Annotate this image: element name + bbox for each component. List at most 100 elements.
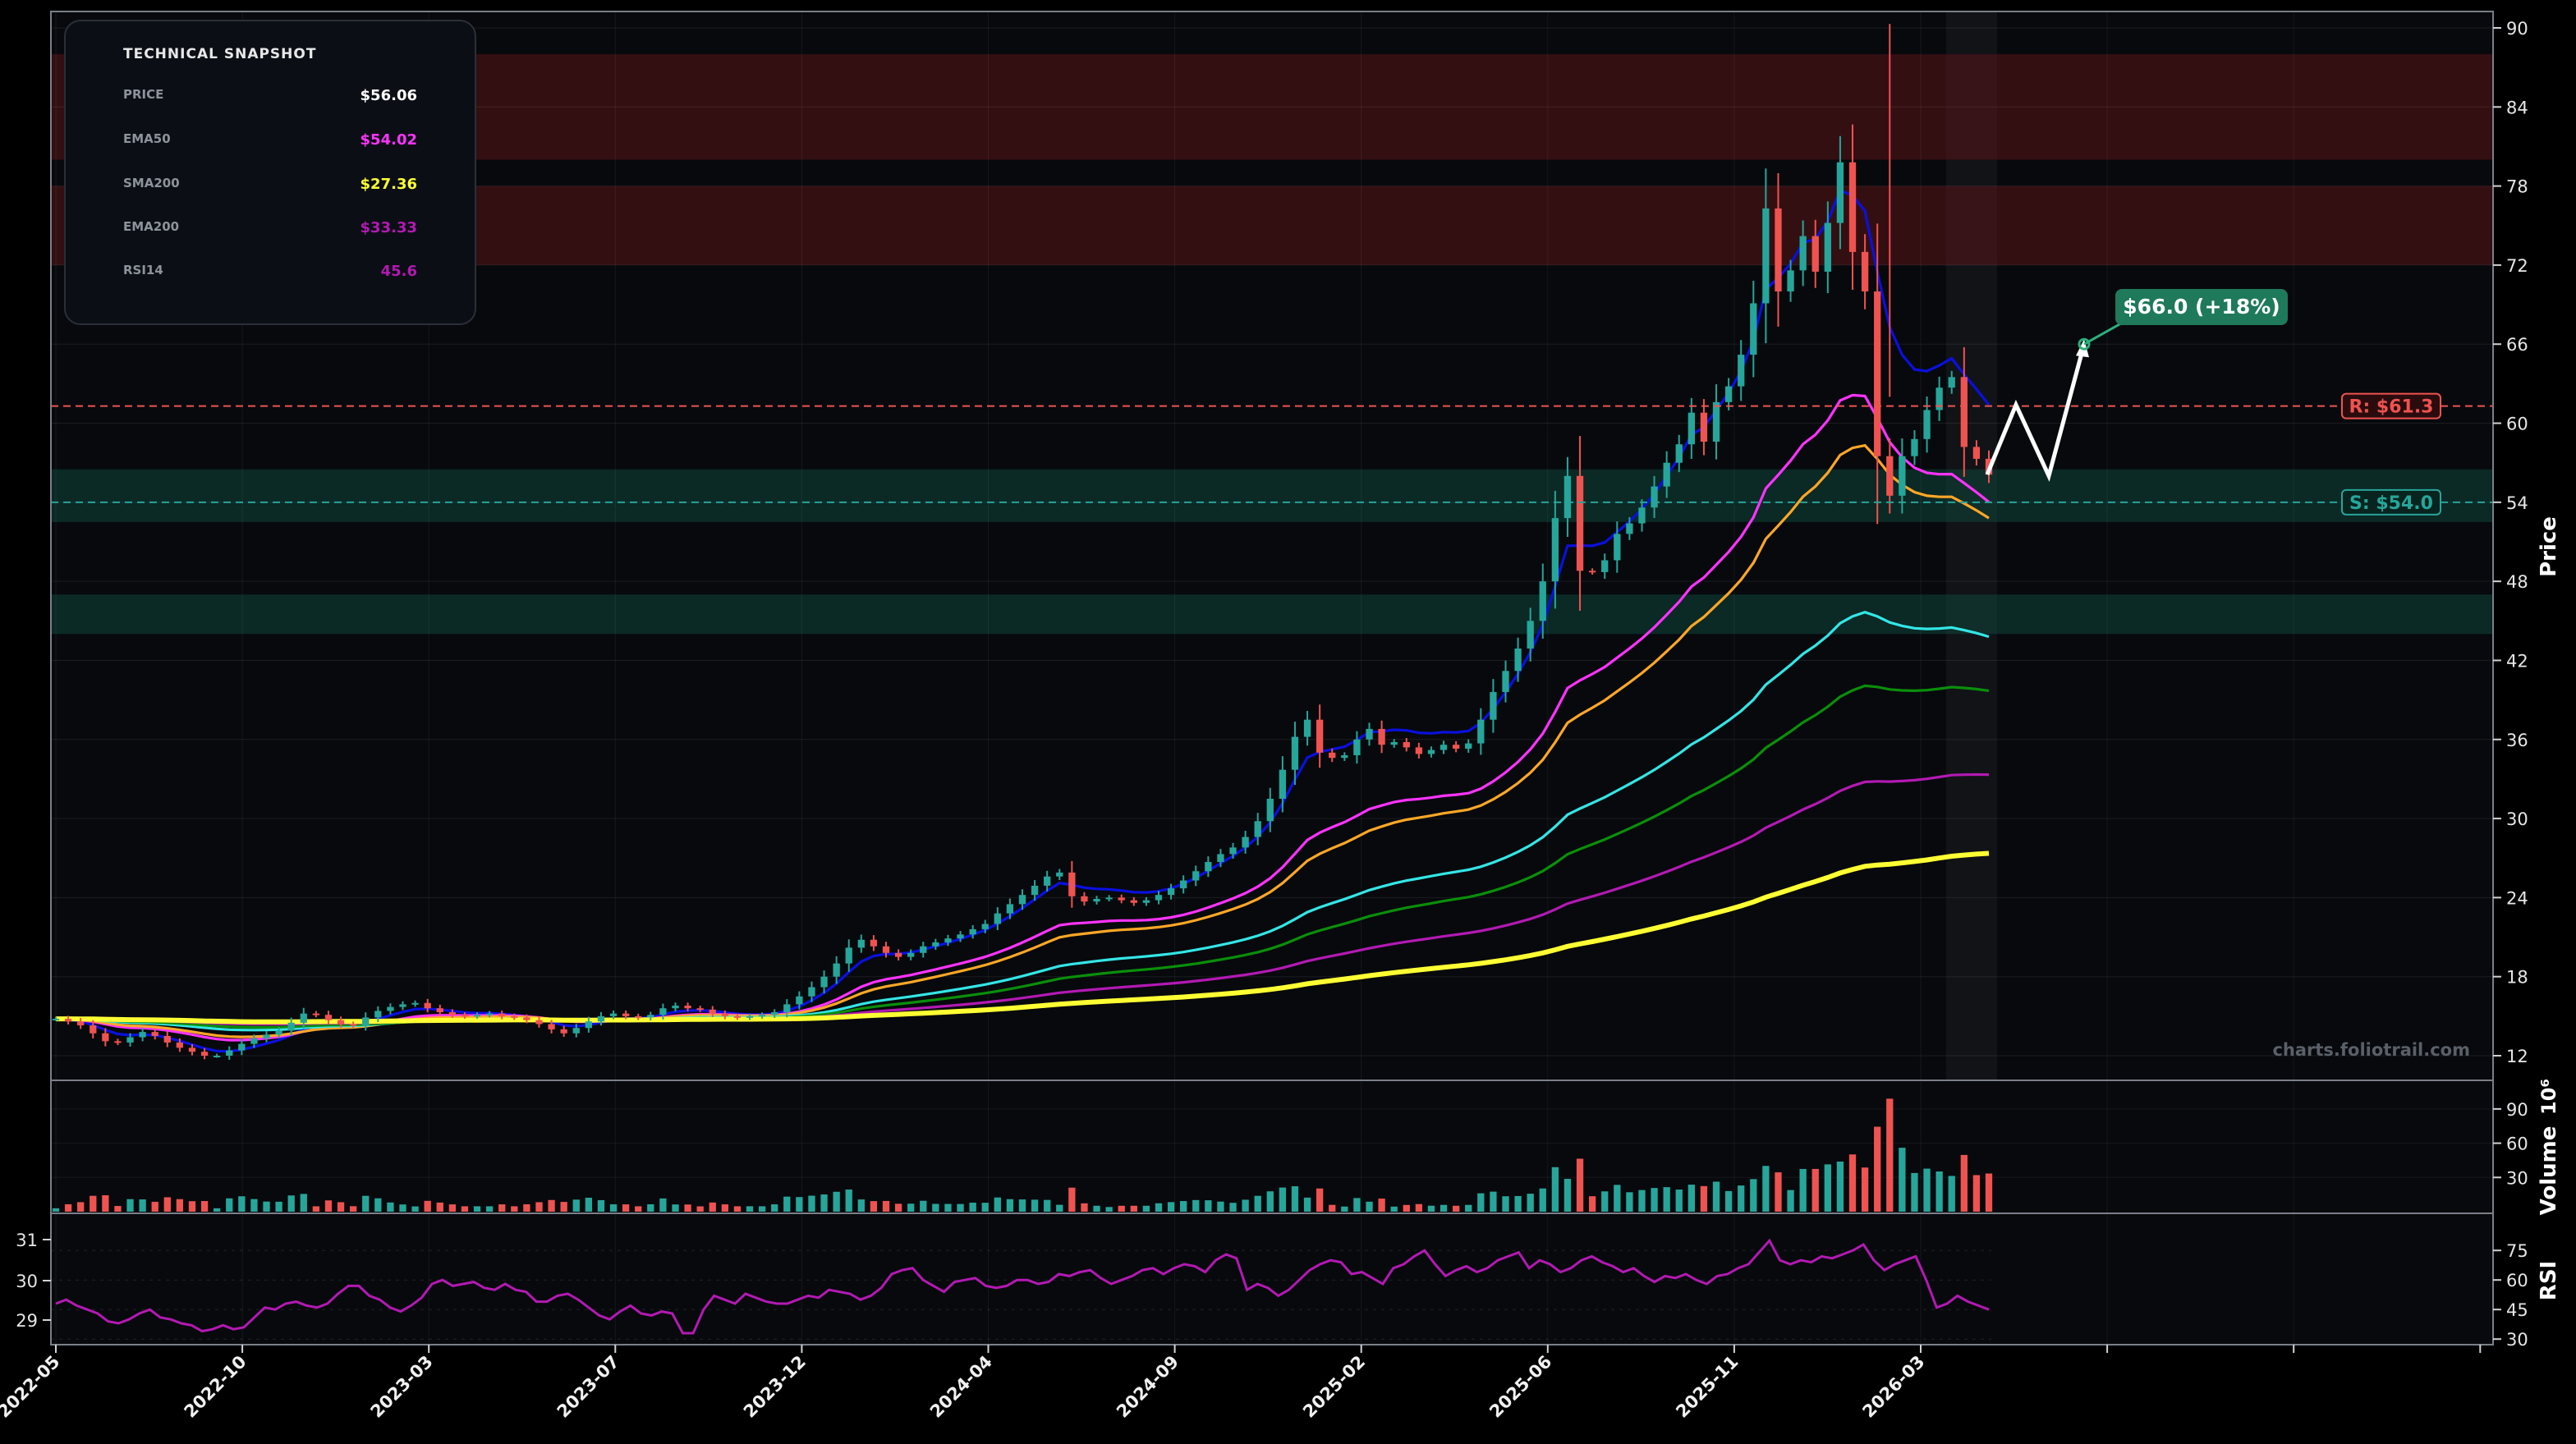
candle-body bbox=[1911, 438, 1918, 456]
candle-body bbox=[1142, 900, 1150, 903]
volume-bar bbox=[1874, 1126, 1881, 1212]
y-tick-label: 30 bbox=[2506, 1168, 2528, 1188]
volume-bar bbox=[1142, 1205, 1150, 1212]
volume-bar bbox=[1105, 1207, 1113, 1212]
volume-bar bbox=[1192, 1199, 1200, 1212]
candle-body bbox=[114, 1041, 122, 1043]
snapshot-row-rsi14: RSI14 45.6 bbox=[123, 263, 417, 282]
candle-body bbox=[1105, 897, 1113, 900]
rsi-axis-label: RSI bbox=[2537, 1261, 2561, 1300]
projection-label: $66.0 (+18%) bbox=[2123, 295, 2280, 319]
volume-bar bbox=[312, 1206, 320, 1212]
candle-body bbox=[746, 1015, 754, 1018]
candle-body bbox=[535, 1020, 543, 1025]
candle-body bbox=[350, 1024, 357, 1026]
volume-bar bbox=[1799, 1168, 1807, 1212]
snapshot-row-price: PRICE $56.06 bbox=[123, 87, 417, 107]
volume-bar bbox=[1266, 1191, 1274, 1212]
candle-body bbox=[1390, 741, 1398, 745]
volume-bar bbox=[1588, 1196, 1596, 1212]
snapshot-row-sma200: SMA200 $27.36 bbox=[123, 176, 417, 195]
recent-highlight bbox=[1946, 11, 1997, 1080]
volume-bar bbox=[1291, 1186, 1299, 1212]
volume-bar bbox=[188, 1201, 196, 1212]
volume-bar bbox=[659, 1198, 667, 1212]
volume-bar bbox=[1316, 1188, 1324, 1212]
candle-body bbox=[324, 1015, 333, 1020]
candle-body bbox=[1477, 719, 1485, 744]
candle-body bbox=[1254, 821, 1261, 837]
candle-body bbox=[362, 1017, 370, 1026]
volume-bar bbox=[1762, 1166, 1770, 1212]
candle-body bbox=[833, 963, 840, 977]
volume-bar bbox=[1626, 1192, 1633, 1212]
resistance-label-box bbox=[2341, 392, 2441, 419]
volume-bar bbox=[1068, 1187, 1076, 1212]
volume-bar bbox=[498, 1204, 506, 1212]
volume-bar bbox=[1700, 1185, 1708, 1212]
volume-bar bbox=[585, 1198, 593, 1212]
volume-bar bbox=[1638, 1190, 1646, 1212]
volume-bar bbox=[1490, 1191, 1497, 1212]
snapshot-value: $54.02 bbox=[360, 131, 417, 149]
y-tick-label: 72 bbox=[2506, 256, 2528, 276]
volume-bar bbox=[721, 1204, 728, 1212]
candle-body bbox=[411, 1002, 419, 1005]
candle-body bbox=[1279, 769, 1287, 799]
candle-body bbox=[1316, 719, 1324, 753]
volume-bar bbox=[511, 1206, 518, 1212]
candle-body bbox=[1440, 745, 1448, 750]
candle-body bbox=[1712, 401, 1720, 442]
candle-body bbox=[1465, 743, 1472, 750]
candle-body bbox=[287, 1022, 295, 1031]
candle-body bbox=[312, 1013, 320, 1015]
volume-bar bbox=[362, 1195, 370, 1212]
candle-body bbox=[1762, 208, 1770, 304]
volume-bar bbox=[560, 1202, 567, 1212]
volume-bar bbox=[709, 1202, 716, 1212]
volume-bar bbox=[907, 1203, 915, 1212]
volume-bar bbox=[1118, 1205, 1125, 1212]
candle-body bbox=[783, 1004, 791, 1013]
candle-body bbox=[64, 1019, 72, 1022]
snapshot-title: TECHNICAL SNAPSHOT bbox=[123, 46, 317, 62]
projection-target-dot bbox=[2078, 337, 2091, 351]
candle-body bbox=[845, 947, 852, 964]
candle-body bbox=[1353, 739, 1361, 756]
candle-body bbox=[969, 928, 976, 935]
volume-bar bbox=[1378, 1199, 1385, 1212]
candle-body bbox=[907, 952, 915, 957]
volume-bar bbox=[52, 1208, 60, 1212]
candle-body bbox=[1724, 386, 1733, 402]
candle-body bbox=[1601, 560, 1609, 572]
candle-body bbox=[1378, 728, 1385, 745]
candle-body bbox=[622, 1013, 630, 1016]
candle-body bbox=[1811, 236, 1819, 272]
candle-body bbox=[1972, 447, 1981, 459]
candle-body bbox=[90, 1025, 97, 1034]
candle-body bbox=[857, 939, 865, 948]
candle-body bbox=[733, 1015, 742, 1018]
volume-bar bbox=[1081, 1203, 1088, 1212]
candle-body bbox=[1490, 691, 1497, 720]
y-tick-label: 29 bbox=[16, 1311, 38, 1331]
snapshot-label: EMA200 bbox=[123, 219, 180, 234]
volume-bar bbox=[250, 1199, 258, 1212]
candle-body bbox=[684, 1006, 691, 1009]
volume-bar bbox=[399, 1204, 406, 1212]
candle-body bbox=[609, 1013, 618, 1016]
candle-body bbox=[424, 1002, 431, 1009]
candle-body bbox=[1861, 251, 1869, 292]
volume-bar bbox=[1279, 1187, 1287, 1212]
volume-bar bbox=[920, 1200, 927, 1212]
candle-body bbox=[597, 1015, 605, 1022]
candle-body bbox=[585, 1021, 593, 1029]
volume-bar bbox=[1899, 1148, 1906, 1212]
volume-bar bbox=[387, 1202, 394, 1212]
candle-body bbox=[1787, 270, 1794, 292]
candle-body bbox=[250, 1038, 258, 1044]
volume-bar bbox=[436, 1202, 443, 1212]
volume-bar bbox=[238, 1196, 246, 1212]
volume-bar bbox=[647, 1203, 654, 1212]
support-label-box bbox=[2341, 488, 2441, 516]
